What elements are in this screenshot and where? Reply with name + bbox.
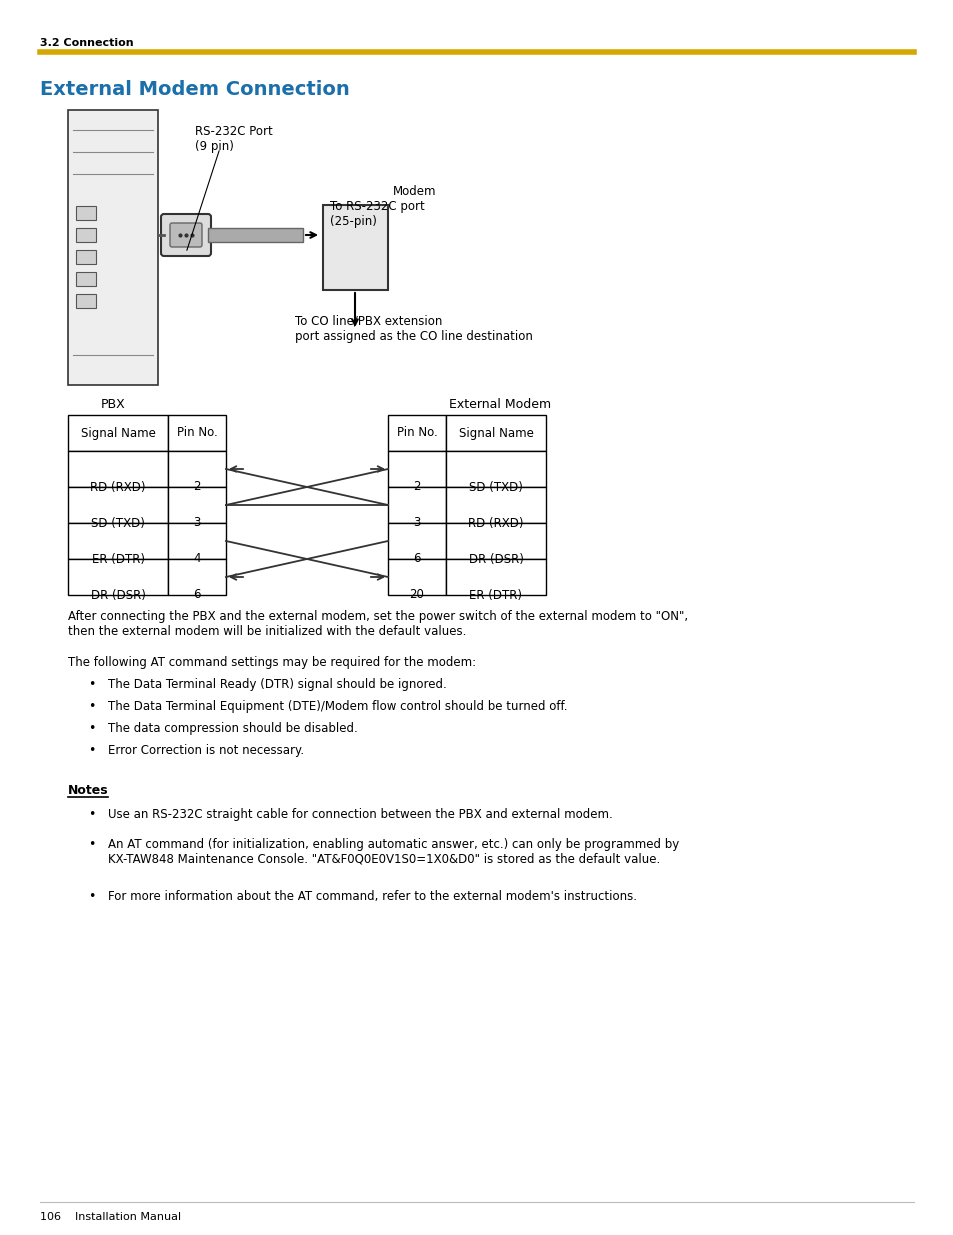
Text: To RS-232C port
(25-pin): To RS-232C port (25-pin): [330, 200, 424, 228]
Text: Notes: Notes: [68, 784, 109, 797]
Bar: [168, 451, 226, 487]
Bar: [446, 415, 545, 451]
Bar: [323, 205, 388, 290]
Text: To CO line/PBX extension
port assigned as the CO line destination: To CO line/PBX extension port assigned a…: [294, 315, 533, 343]
Bar: [76, 272, 96, 287]
Bar: [68, 451, 168, 487]
Text: 2: 2: [193, 480, 200, 494]
Bar: [388, 415, 446, 451]
Bar: [446, 522, 545, 559]
Bar: [76, 249, 96, 264]
Text: The data compression should be disabled.: The data compression should be disabled.: [108, 722, 357, 735]
Text: Pin No.: Pin No.: [396, 426, 436, 440]
Text: 3: 3: [193, 516, 200, 530]
Text: Error Correction is not necessary.: Error Correction is not necessary.: [108, 743, 304, 757]
Text: External Modem: External Modem: [449, 398, 551, 411]
Text: The following AT command settings may be required for the modem:: The following AT command settings may be…: [68, 656, 476, 669]
Text: After connecting the PBX and the external modem, set the power switch of the ext: After connecting the PBX and the externa…: [68, 610, 687, 638]
Text: •: •: [88, 700, 95, 713]
Text: 6: 6: [413, 552, 420, 566]
Text: Signal Name: Signal Name: [458, 426, 533, 440]
Bar: [76, 294, 96, 308]
Bar: [208, 228, 303, 242]
Text: SD (TXD): SD (TXD): [91, 516, 145, 530]
Bar: [76, 206, 96, 220]
Text: Use an RS-232C straight cable for connection between the PBX and external modem.: Use an RS-232C straight cable for connec…: [108, 808, 612, 821]
Bar: [388, 451, 446, 487]
Text: Modem: Modem: [393, 185, 436, 198]
Text: •: •: [88, 743, 95, 757]
Text: 20: 20: [409, 589, 424, 601]
Bar: [388, 522, 446, 559]
Text: RD (RXD): RD (RXD): [468, 516, 523, 530]
Text: External Modem Connection: External Modem Connection: [40, 80, 350, 99]
Bar: [388, 559, 446, 595]
Text: 3: 3: [413, 516, 420, 530]
Bar: [446, 487, 545, 522]
Bar: [76, 228, 96, 242]
Text: 106    Installation Manual: 106 Installation Manual: [40, 1212, 181, 1221]
Text: •: •: [88, 722, 95, 735]
Bar: [68, 415, 168, 451]
Text: 2: 2: [413, 480, 420, 494]
Text: 4: 4: [193, 552, 200, 566]
FancyBboxPatch shape: [170, 224, 202, 247]
Bar: [168, 559, 226, 595]
Text: •: •: [88, 890, 95, 903]
Text: 3.2 Connection: 3.2 Connection: [40, 38, 133, 48]
Text: 6: 6: [193, 589, 200, 601]
FancyBboxPatch shape: [161, 214, 211, 256]
Text: ER (DTR): ER (DTR): [91, 552, 144, 566]
Text: Pin No.: Pin No.: [176, 426, 217, 440]
Text: The Data Terminal Equipment (DTE)/Modem flow control should be turned off.: The Data Terminal Equipment (DTE)/Modem …: [108, 700, 567, 713]
Text: The Data Terminal Ready (DTR) signal should be ignored.: The Data Terminal Ready (DTR) signal sho…: [108, 678, 446, 692]
Text: PBX: PBX: [100, 398, 125, 411]
Text: •: •: [88, 678, 95, 692]
Bar: [68, 110, 158, 385]
Bar: [446, 451, 545, 487]
Bar: [388, 487, 446, 522]
Bar: [168, 522, 226, 559]
Text: •: •: [88, 808, 95, 821]
Bar: [168, 487, 226, 522]
Bar: [68, 522, 168, 559]
Text: DR (DSR): DR (DSR): [91, 589, 145, 601]
Text: Signal Name: Signal Name: [80, 426, 155, 440]
Text: •: •: [88, 839, 95, 851]
Text: DR (DSR): DR (DSR): [468, 552, 523, 566]
Bar: [68, 487, 168, 522]
Text: For more information about the AT command, refer to the external modem's instruc: For more information about the AT comman…: [108, 890, 637, 903]
Text: An AT command (for initialization, enabling automatic answer, etc.) can only be : An AT command (for initialization, enabl…: [108, 839, 679, 866]
Text: ER (DTR): ER (DTR): [469, 589, 522, 601]
Text: SD (TXD): SD (TXD): [469, 480, 522, 494]
Text: RS-232C Port
(9 pin): RS-232C Port (9 pin): [194, 125, 273, 153]
Text: RD (RXD): RD (RXD): [91, 480, 146, 494]
Bar: [168, 415, 226, 451]
Bar: [68, 559, 168, 595]
Bar: [446, 559, 545, 595]
